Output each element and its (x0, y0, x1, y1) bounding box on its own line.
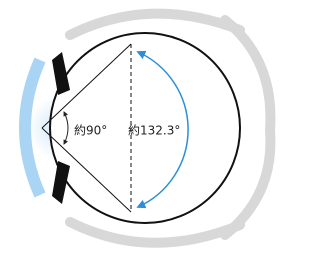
inner-angle-label: 約90° (74, 123, 107, 138)
outer-angle-label: 約132.3° (128, 123, 180, 138)
eye-diagram: 約90° 約132.3° (0, 0, 278, 255)
